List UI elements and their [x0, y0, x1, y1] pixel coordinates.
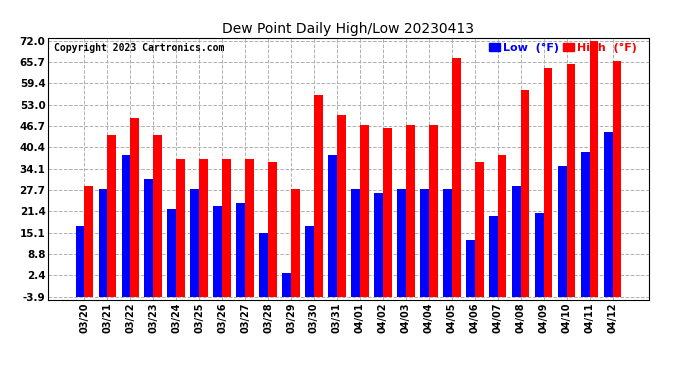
Bar [130, 118, 139, 297]
Bar [475, 162, 484, 297]
Bar [168, 209, 176, 297]
Bar [153, 135, 162, 297]
Bar [397, 189, 406, 297]
Bar [222, 159, 231, 297]
Bar [84, 186, 93, 297]
Bar [190, 189, 199, 297]
Bar [374, 192, 383, 297]
Bar [489, 216, 497, 297]
Bar [521, 90, 529, 297]
Bar [107, 135, 116, 297]
Bar [268, 162, 277, 297]
Bar [76, 226, 84, 297]
Bar [291, 189, 299, 297]
Bar [99, 189, 107, 297]
Bar [604, 132, 613, 297]
Bar [420, 189, 429, 297]
Bar [406, 125, 415, 297]
Bar [314, 95, 323, 297]
Bar [452, 58, 460, 297]
Bar [466, 240, 475, 297]
Bar [512, 186, 521, 297]
Bar [305, 226, 314, 297]
Bar [443, 189, 452, 297]
Bar [383, 129, 392, 297]
Bar [544, 68, 553, 297]
Title: Dew Point Daily High/Low 20230413: Dew Point Daily High/Low 20230413 [222, 22, 475, 36]
Bar [558, 165, 566, 297]
Bar [328, 156, 337, 297]
Bar [590, 41, 598, 297]
Bar [360, 125, 368, 297]
Bar [613, 61, 621, 297]
Bar [245, 159, 254, 297]
Bar [429, 125, 437, 297]
Bar [199, 159, 208, 297]
Bar [259, 233, 268, 297]
Bar [535, 213, 544, 297]
Text: Copyright 2023 Cartronics.com: Copyright 2023 Cartronics.com [55, 43, 225, 53]
Bar [566, 64, 575, 297]
Bar [144, 179, 153, 297]
Bar [121, 156, 130, 297]
Bar [351, 189, 360, 297]
Legend: Low  (°F), High  (°F): Low (°F), High (°F) [489, 43, 637, 53]
Bar [213, 206, 222, 297]
Bar [497, 156, 506, 297]
Bar [282, 273, 291, 297]
Bar [337, 115, 346, 297]
Bar [581, 152, 590, 297]
Bar [237, 202, 245, 297]
Bar [176, 159, 185, 297]
